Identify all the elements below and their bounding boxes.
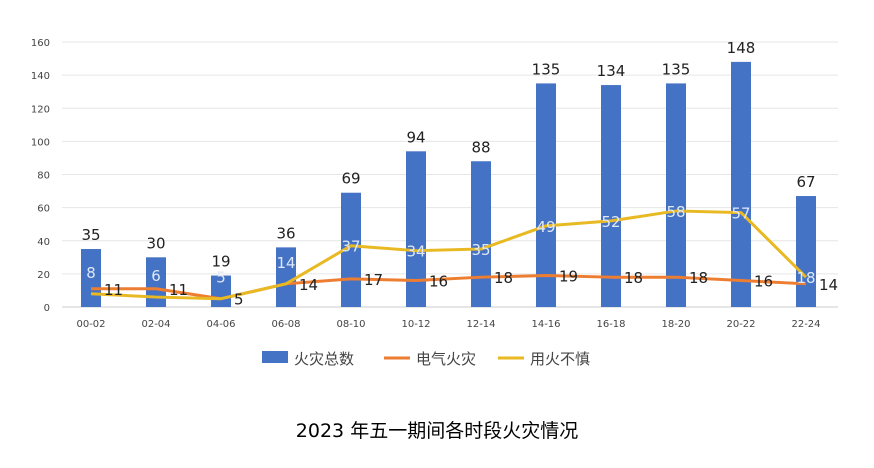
x-tick-label: 06-08 xyxy=(271,319,300,330)
y-tick-label: 160 xyxy=(31,38,50,49)
electric-data-label: 19 xyxy=(559,268,578,286)
electric-data-label: 18 xyxy=(494,269,513,287)
fire-data-label: 8 xyxy=(86,264,96,282)
fire-data-label: 35 xyxy=(471,241,490,259)
legend-label: 电气火灾 xyxy=(416,350,476,368)
bar-data-label: 36 xyxy=(276,224,295,242)
electric-data-label: 17 xyxy=(364,271,383,289)
bar xyxy=(796,196,816,307)
legend-swatch xyxy=(262,351,288,363)
fire-data-label: 58 xyxy=(666,203,685,221)
y-tick-label: 0 xyxy=(44,303,50,314)
bar-data-label: 88 xyxy=(471,138,490,156)
bar-data-label: 135 xyxy=(532,60,561,78)
bar-data-label: 35 xyxy=(81,226,100,244)
y-tick-label: 40 xyxy=(37,237,50,248)
y-tick-label: 60 xyxy=(37,204,50,215)
fire-data-label: 6 xyxy=(151,267,161,285)
electric-data-label: 18 xyxy=(624,269,643,287)
bar xyxy=(471,161,491,307)
electric-data-label: 5 xyxy=(234,291,244,309)
x-tick-label: 02-04 xyxy=(141,319,170,330)
fire-data-label: 37 xyxy=(341,238,360,256)
fire-data-label: 34 xyxy=(406,243,425,261)
x-tick-label: 04-06 xyxy=(206,319,235,330)
x-tick-label: 18-20 xyxy=(661,319,690,330)
electric-data-label: 11 xyxy=(104,281,123,299)
series-line xyxy=(90,209,808,301)
legend-label: 火灾总数 xyxy=(294,350,354,368)
bar xyxy=(146,257,166,307)
y-tick-label: 20 xyxy=(37,270,50,281)
fire-data-label: 18 xyxy=(796,269,815,287)
bar xyxy=(666,83,686,307)
bar-data-label: 19 xyxy=(211,253,230,271)
y-tick-label: 140 xyxy=(31,71,50,82)
fire-data-label: 52 xyxy=(601,213,620,231)
chart-title: 2023 年五一期间各时段火灾情况 xyxy=(296,420,578,442)
x-tick-label: 12-14 xyxy=(466,319,495,330)
electric-data-label: 16 xyxy=(754,273,773,291)
bar-data-label: 148 xyxy=(727,39,756,57)
bar xyxy=(406,151,426,307)
electric-data-label: 14 xyxy=(299,276,318,294)
y-tick-label: 100 xyxy=(31,137,50,148)
bar-data-label: 69 xyxy=(341,170,360,188)
bar xyxy=(276,247,296,307)
bar-data-label: 135 xyxy=(662,60,691,78)
x-tick-label: 22-24 xyxy=(791,319,820,330)
bar xyxy=(731,61,751,307)
bar-data-label: 94 xyxy=(406,128,425,146)
electric-data-label: 14 xyxy=(819,276,838,294)
x-tick-label: 16-18 xyxy=(596,319,625,330)
bar xyxy=(536,83,556,307)
x-tick-label: 08-10 xyxy=(336,319,365,330)
bar-data-label: 134 xyxy=(597,62,626,80)
electric-data-label: 18 xyxy=(689,269,708,287)
x-tick-label: 00-02 xyxy=(76,319,105,330)
y-tick-label: 80 xyxy=(37,171,50,182)
bar-data-label: 30 xyxy=(146,234,165,252)
x-tick-label: 20-22 xyxy=(726,319,755,330)
bar-data-label: 67 xyxy=(796,173,815,191)
fire-data-label: 49 xyxy=(536,218,555,236)
electric-data-label: 16 xyxy=(429,273,448,291)
fire-data-label: 57 xyxy=(731,205,750,223)
electric-data-label: 11 xyxy=(169,281,188,299)
fire-data-label: 5 xyxy=(216,269,226,287)
fire-data-label: 14 xyxy=(276,254,295,272)
legend-label: 用火不慎 xyxy=(530,350,590,368)
y-tick-label: 120 xyxy=(31,104,50,115)
x-tick-label: 10-12 xyxy=(401,319,430,330)
x-tick-label: 14-16 xyxy=(531,319,560,330)
bar xyxy=(601,85,621,307)
